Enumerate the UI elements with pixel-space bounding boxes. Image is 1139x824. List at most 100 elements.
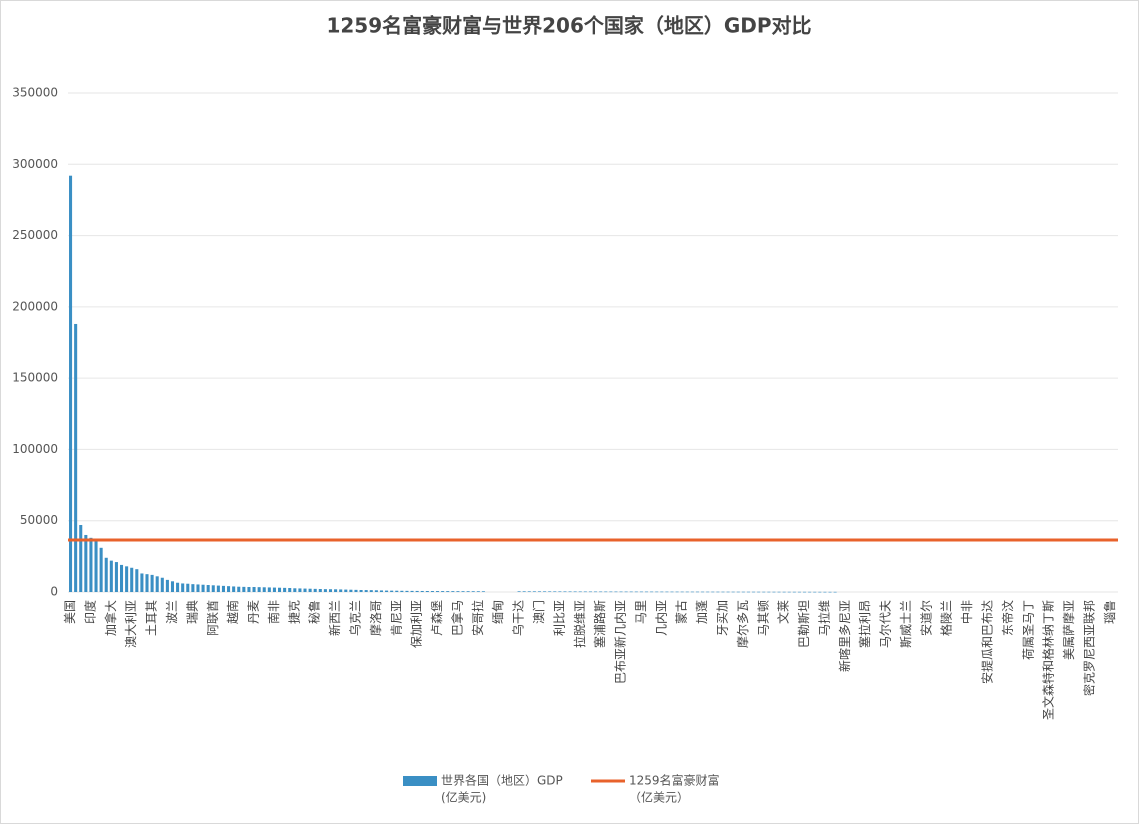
legend-label: 世界各国（地区）GDP: [441, 773, 563, 788]
x-tick-label: 乌干达: [511, 600, 526, 636]
bar: [762, 591, 766, 593]
bar: [578, 591, 582, 593]
x-tick-label: 新西兰: [327, 600, 342, 636]
bar: [660, 591, 664, 593]
bar: [644, 591, 649, 593]
bar: [588, 591, 592, 593]
x-tick-label: 密克罗尼西亚联邦: [1081, 600, 1096, 696]
bar: [808, 591, 812, 593]
x-tick-label: 丹麦: [247, 600, 261, 624]
bar: [211, 585, 215, 592]
bar: [441, 591, 445, 592]
bar: [354, 589, 358, 592]
bar: [695, 591, 700, 593]
bar: [752, 591, 756, 593]
bar: [160, 577, 164, 592]
x-tick-label: 东帝汶: [1000, 600, 1015, 636]
bar: [201, 584, 205, 592]
y-tick-label: 100000: [12, 442, 58, 456]
bar: [374, 590, 378, 592]
bar: [359, 590, 363, 592]
bar: [349, 589, 353, 592]
bar: [293, 588, 297, 592]
bar: [711, 591, 715, 593]
bar: [410, 590, 414, 592]
bar: [369, 590, 373, 592]
bar: [813, 591, 817, 593]
x-tick-label: 巴拿马: [449, 600, 464, 636]
bar: [221, 585, 225, 592]
x-tick-label: 马里: [634, 600, 648, 624]
bar: [537, 591, 542, 592]
bar: [634, 591, 638, 593]
x-tick-label: 乌克兰: [347, 600, 362, 636]
bar: [818, 591, 822, 593]
bar: [731, 591, 735, 593]
bar: [150, 574, 154, 592]
bar: [476, 591, 480, 592]
bar: [303, 588, 307, 592]
bar: [741, 591, 745, 593]
bar: [227, 586, 231, 592]
legend-label: 1259名富豪财富: [629, 773, 720, 788]
bar: [746, 591, 750, 593]
bar: [176, 582, 180, 592]
x-tick-label: 卢森堡: [429, 600, 444, 636]
x-tick-label: 摩尔多瓦: [735, 600, 750, 648]
x-tick-label: 斯威士兰: [899, 600, 913, 648]
bar: [471, 591, 475, 592]
bar: [466, 591, 470, 592]
bar: [181, 583, 185, 592]
bar: [119, 564, 124, 592]
bar: [680, 591, 684, 593]
bar: [823, 591, 827, 593]
bar: [165, 579, 169, 592]
bar: [323, 589, 327, 592]
y-tick-label: 200000: [12, 299, 58, 313]
bar: [767, 591, 771, 593]
bar: [685, 591, 689, 593]
bar: [344, 589, 348, 592]
bar: [191, 584, 195, 592]
bar: [527, 591, 531, 592]
bar: [716, 591, 720, 593]
x-tick-label: 摩洛哥: [368, 600, 383, 636]
bar: [288, 588, 292, 592]
bar: [186, 583, 190, 592]
bar: [619, 591, 623, 593]
x-tick-label: 马尔代夫: [878, 600, 893, 648]
bar: [328, 589, 333, 592]
bar: [405, 590, 409, 592]
x-tick-label: 塞浦路斯: [592, 600, 607, 648]
bar: [94, 539, 98, 592]
bar: [267, 587, 271, 592]
chart-title: 1259名富豪财富与世界206个国家（地区）GDP对比: [326, 14, 811, 38]
x-tick-label: 利比亚: [552, 600, 566, 636]
bar: [583, 591, 587, 593]
bar: [155, 576, 159, 592]
bar: [400, 590, 404, 592]
bar: [665, 591, 669, 593]
x-tick-label: 拉脱维亚: [572, 600, 587, 648]
x-tick-label: 格陵兰: [939, 600, 954, 636]
x-tick-label: 南非: [266, 600, 281, 624]
bar: [420, 590, 424, 592]
bar: [558, 591, 562, 593]
bar: [364, 590, 368, 592]
bar: [232, 586, 236, 592]
x-tick-label: 加拿大: [103, 600, 118, 636]
legend-label: （亿美元）: [629, 790, 689, 805]
bar: [655, 591, 659, 593]
bar: [553, 591, 557, 593]
x-tick-label: 文莱: [776, 600, 791, 624]
bar: [206, 585, 210, 592]
x-tick-label: 澳大利亚: [124, 600, 138, 648]
bar: [140, 573, 144, 592]
bar: [84, 534, 88, 592]
bar: [74, 323, 78, 592]
x-tick-label: 秘鲁: [308, 600, 322, 624]
bar: [787, 591, 791, 593]
bar: [272, 587, 276, 592]
bar: [639, 591, 643, 593]
